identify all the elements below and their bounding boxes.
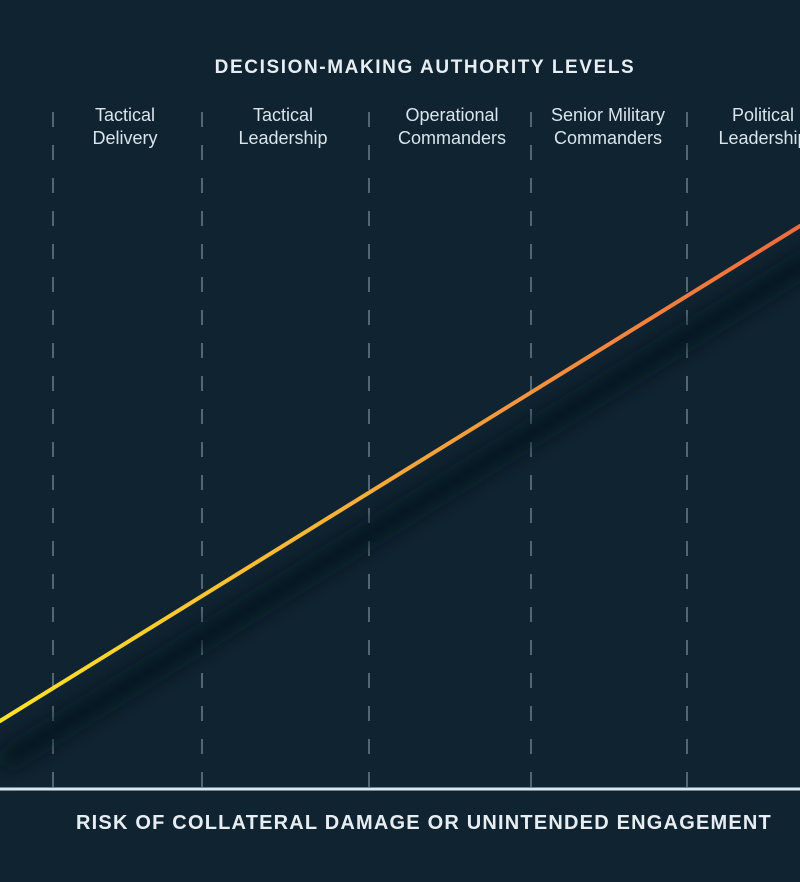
level-label-line: Tactical [252,105,314,125]
level-label-line: Senior Military [550,105,666,125]
level-label-line: Commanders [397,128,507,148]
axis-title: RISK OF COLLATERAL DAMAGE OR UNINTENDED … [76,812,772,834]
risk-line-shadow [1,255,800,767]
level-dividers [52,112,688,790]
level-label-line: Operational [405,105,499,125]
level-label-line: Commanders [553,128,663,148]
level-label-operational-commanders: Operational Commanders [398,104,506,150]
level-label-senior-military-commanders: Senior Military Commanders [551,104,665,150]
level-label-line: Leadership [238,128,328,148]
level-label-line: Delivery [92,128,158,148]
level-label-tactical-delivery: Tactical Delivery [92,104,157,150]
level-label-political-leadership: Political Leadership [718,104,800,150]
diagram-title: DECISION-MAKING AUTHORITY LEVELS [214,57,636,78]
risk-line [0,224,800,723]
level-label-tactical-leadership: Tactical Leadership [238,104,327,150]
level-label-line: Tactical [94,105,156,125]
level-label-line: Political [731,105,795,125]
level-label-line: Leadership [718,128,800,148]
